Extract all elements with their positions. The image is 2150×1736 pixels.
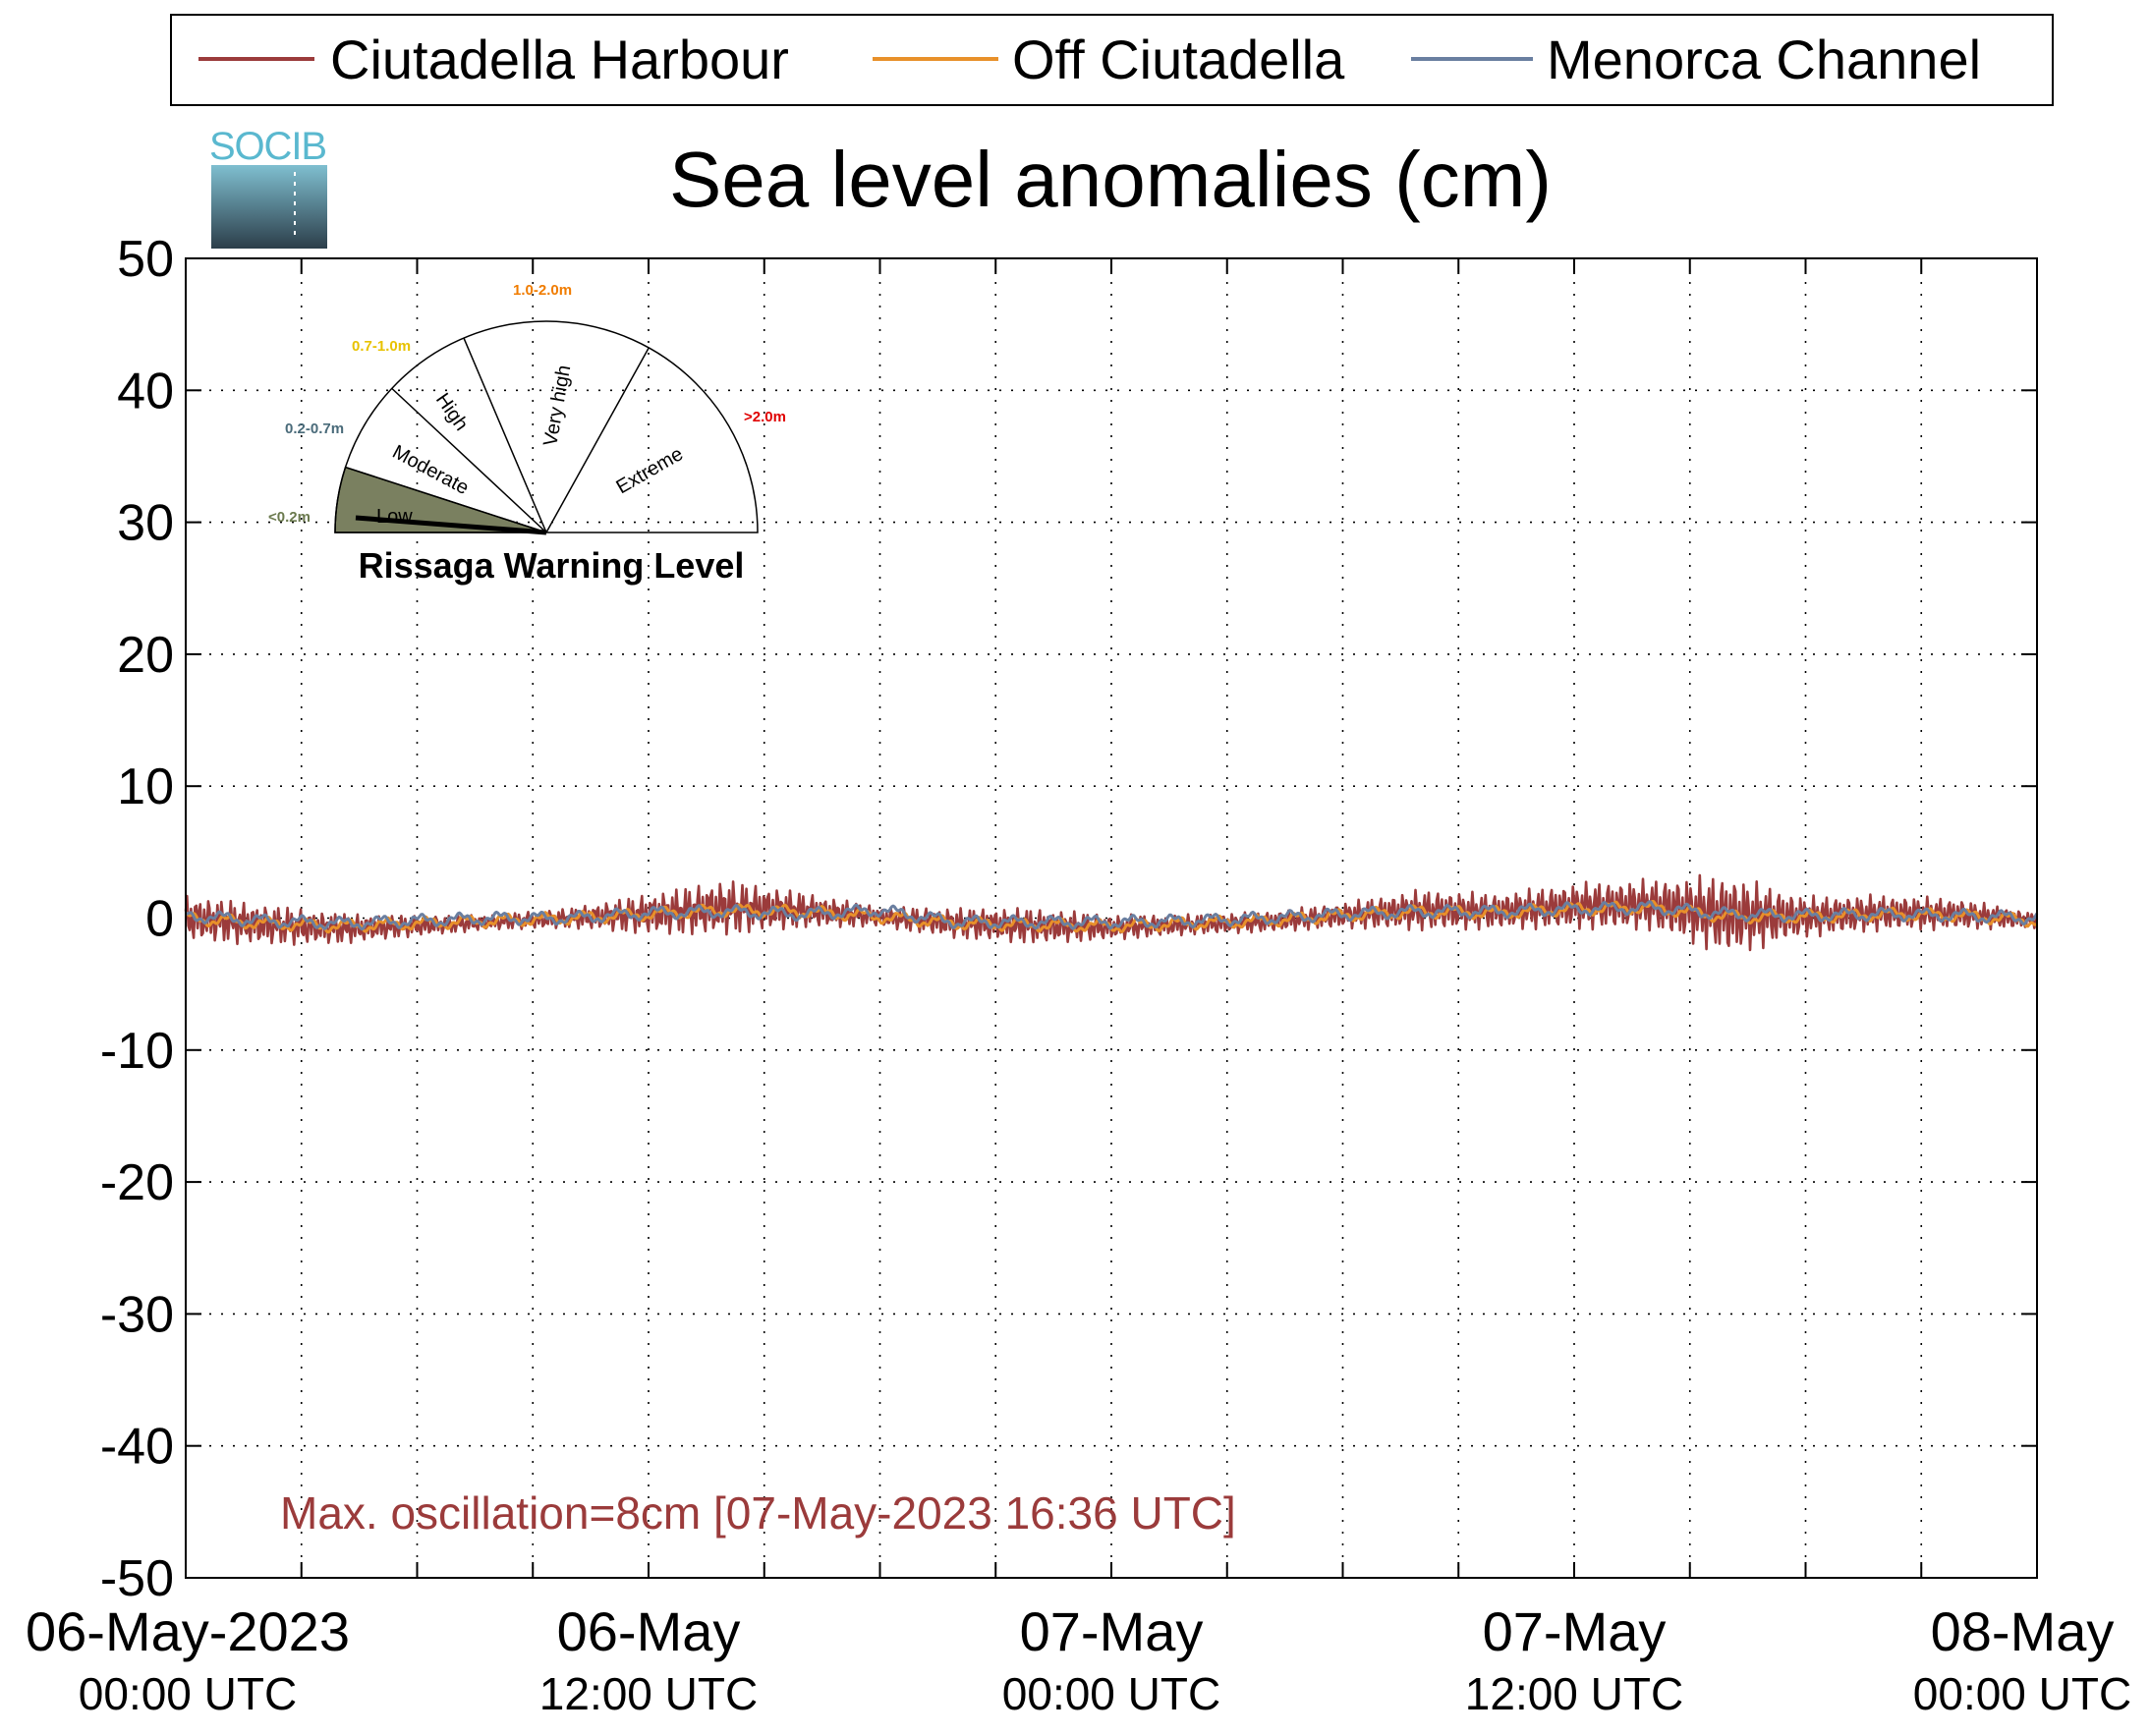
- legend-label-off-ciutadella: Off Ciutadella: [1012, 28, 1345, 90]
- x-tick-label-time: 12:00 UTC: [539, 1668, 758, 1719]
- gauge-divider: [463, 337, 547, 533]
- x-tick-label-date: 06-May: [557, 1600, 741, 1662]
- y-tick-label: -50: [100, 1550, 174, 1607]
- gauge-divider: [345, 466, 547, 533]
- gauge-outline: [334, 320, 759, 533]
- x-tick-label-date: 06-May-2023: [26, 1600, 350, 1662]
- series-line-ciutadella-harbour: [184, 873, 2039, 952]
- y-tick-label: 20: [117, 627, 174, 684]
- y-tick-label: -20: [100, 1154, 174, 1211]
- x-tick-label-time: 00:00 UTC: [1002, 1668, 1220, 1719]
- y-tick-label: 50: [117, 231, 174, 288]
- max-oscillation-annotation: Max. oscillation=8cm [07-May-2023 16:36 …: [280, 1487, 1236, 1539]
- gauge-label-low: Low: [376, 506, 413, 528]
- x-tick-label-time: 00:00 UTC: [79, 1668, 297, 1719]
- y-tick-label: 40: [117, 363, 174, 420]
- gauge-range-high: 0.7-1.0m: [352, 338, 411, 355]
- x-tick-label-date: 07-May: [1483, 1600, 1667, 1662]
- gauge-range-moderate: 0.2-0.7m: [285, 420, 344, 437]
- gauge-title: Rissaga Warning Level: [359, 545, 745, 586]
- legend-label-ciutadella-harbour: Ciutadella Harbour: [330, 28, 789, 90]
- socib-logo-text: SOCIB: [209, 125, 327, 168]
- y-tick-label: 0: [145, 891, 174, 948]
- gauge-label-high: High: [431, 389, 473, 434]
- plot-frame: [185, 257, 2038, 1579]
- series: [184, 873, 2039, 952]
- gauge-dividers: [345, 337, 650, 533]
- gauge-divider: [545, 347, 650, 533]
- y-tick-label: 10: [117, 758, 174, 815]
- y-tick-label: -40: [100, 1419, 174, 1476]
- gauge-label-extreme: Extreme: [613, 443, 687, 498]
- x-tick-label-date: 08-May: [1931, 1600, 2115, 1662]
- y-tick-label: -30: [100, 1286, 174, 1343]
- chart-title: Sea level anomalies (cm): [669, 136, 1552, 223]
- socib-logo: SOCIB: [209, 125, 327, 249]
- gauge-range-very-high: 1.0-2.0m: [513, 282, 572, 299]
- gauge-range-extreme: >2.0m: [744, 409, 786, 425]
- rissaga-gauge: Low Moderate High Very high Extreme <0.2…: [268, 282, 786, 586]
- gauge-label-very-high: Very high: [539, 364, 575, 448]
- series-line-menorca-channel: [185, 900, 2039, 931]
- x-tick-label-date: 07-May: [1020, 1600, 1204, 1662]
- gauge-needle: [355, 515, 547, 535]
- gauge-range-low: <0.2m: [268, 509, 311, 526]
- x-tick-label-time: 00:00 UTC: [1913, 1668, 2131, 1719]
- legend: Ciutadella Harbour Off Ciutadella Menorc…: [170, 14, 2054, 106]
- x-tick-label-time: 12:00 UTC: [1465, 1668, 1683, 1719]
- gauge-divider: [391, 387, 547, 533]
- x-axis: 06-May-2023 00:00 UTC 06-May 12:00 UTC 07-Ma…: [26, 258, 2131, 1719]
- y-tick-label: 30: [117, 495, 174, 552]
- y-axis: 50 40 30 20 10 0 -10 -20 -30 -40 -50: [100, 231, 2037, 1607]
- y-tick-label: -10: [100, 1023, 174, 1080]
- legend-label-menorca-channel: Menorca Channel: [1547, 28, 1981, 90]
